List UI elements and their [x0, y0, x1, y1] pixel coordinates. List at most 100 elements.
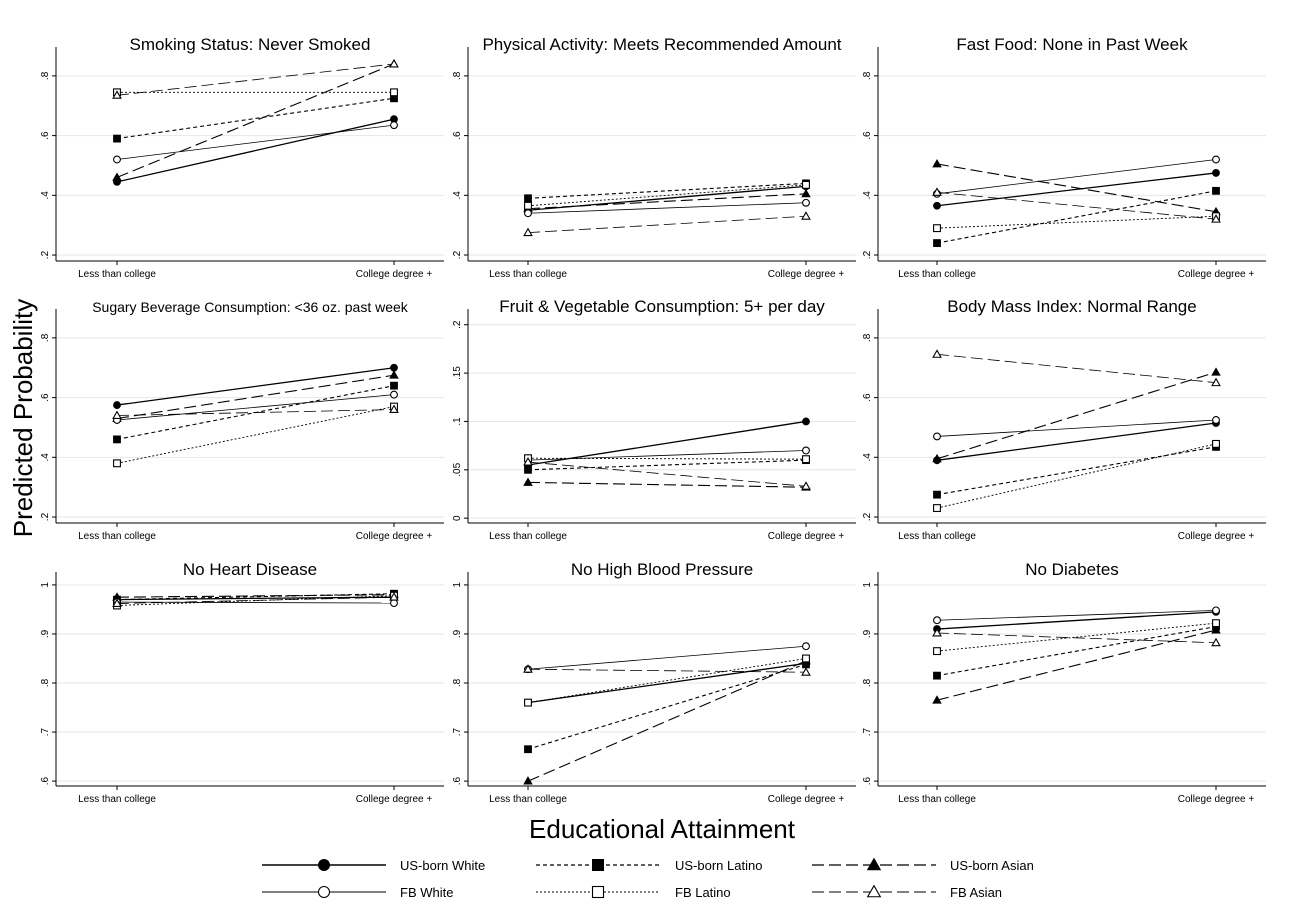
series-line-fb-asian: [936, 632, 1217, 644]
data-point-us-born-white: [933, 201, 941, 210]
data-point-fb-asian: [1211, 637, 1221, 647]
y-tick-label: .8: [862, 71, 873, 80]
legend-item-us-born-asian: US-born Asian: [812, 857, 1034, 873]
x-tick-label: Less than college: [78, 531, 156, 542]
panel-title: Body Mass Index: Normal Range: [947, 297, 1196, 316]
series-line-us-born-asian: [936, 629, 1217, 701]
x-axis-title: Educational Attainment: [529, 814, 796, 844]
data-point-fb-asian: [801, 667, 811, 676]
data-point-fb-white: [390, 390, 398, 399]
series-line-fb-asian: [936, 191, 1217, 220]
data-point-fb-white: [1212, 416, 1220, 424]
x-tick-label: Less than college: [78, 269, 156, 280]
data-point-fb-asian: [1211, 377, 1221, 387]
y-tick-label: .2: [452, 250, 463, 259]
y-tick-label: .4: [40, 453, 51, 462]
data-point-us-born-asian: [932, 159, 942, 168]
series-line-us-born-white: [116, 596, 395, 601]
legend-label: US-born White: [400, 858, 485, 873]
panel-no-heart-disease: No Heart Disease .6 .7 .8 .9 1 Less than colle…: [40, 560, 444, 805]
series-line-us-born-asian: [527, 481, 807, 488]
y-tick-label: .9: [862, 629, 873, 638]
y-tick-label: .4: [862, 453, 873, 462]
y-tick-label: .05: [452, 462, 463, 476]
data-point-us-born-asian: [932, 453, 942, 463]
y-tick-label: .6: [452, 776, 463, 785]
y-tick-label: .8: [452, 71, 463, 80]
series-line-us-born-latino: [527, 182, 807, 199]
y-tick-label: .6: [40, 776, 51, 785]
legend-item-us-born-white: US-born White: [262, 858, 485, 873]
series-line-fb-latino: [936, 215, 1217, 229]
x-tick-label: College degree +: [1178, 531, 1255, 542]
panel-title: No High Blood Pressure: [571, 560, 753, 579]
series-line-fb-asian: [936, 353, 1217, 384]
legend-item-us-born-latino: US-born Latino: [536, 858, 762, 873]
legend-item-fb-white: FB White: [262, 885, 453, 900]
legend-marker-triangle-icon: [866, 884, 882, 898]
data-point-us-born-asian: [932, 695, 942, 704]
y-tick-label: .7: [40, 727, 51, 736]
y-tick-label: .6: [862, 131, 873, 140]
data-point-fb-latino: [933, 647, 941, 656]
data-point-fb-white: [802, 446, 810, 455]
series-line-fb-white: [936, 419, 1217, 437]
series-line-fb-white: [116, 394, 395, 421]
series-line-fb-asian: [527, 215, 807, 234]
series-line-us-born-asian: [936, 371, 1217, 460]
panel-fast-food-none-in-past-week: Fast Food: None in Past Week .2 .4 .6 .8 Less…: [862, 35, 1266, 280]
y-tick-label: .9: [452, 629, 463, 638]
panel-title: Fruit & Vegetable Consumption: 5+ per da…: [499, 297, 825, 316]
y-tick-label: .8: [40, 71, 51, 80]
y-tick-label: .1: [452, 417, 463, 426]
data-point-us-born-asian: [523, 477, 533, 486]
data-point-fb-white: [524, 209, 532, 218]
data-point-us-born-latino: [113, 134, 121, 143]
x-tick-label: Less than college: [489, 269, 567, 280]
data-point-fb-asian: [932, 349, 942, 358]
x-tick-label: College degree +: [356, 531, 433, 542]
y-tick-label: .6: [40, 131, 51, 140]
data-point-fb-white: [802, 642, 810, 651]
y-tick-label: 0: [452, 515, 463, 521]
panel-grid: Smoking Status: Never Smoked .2 .4 .6 .8 Less…: [40, 35, 1266, 805]
legend-label: FB Asian: [950, 885, 1002, 900]
y-tick-label: .8: [862, 333, 873, 342]
series-line-fb-white: [527, 645, 807, 670]
legend-marker-circle-icon: [318, 859, 330, 871]
series-line-fb-latino: [936, 622, 1217, 652]
data-point-us-born-asian: [523, 776, 533, 785]
legend-label: FB White: [400, 885, 453, 900]
data-point-fb-asian: [389, 58, 399, 68]
data-point-fb-latino: [1212, 439, 1220, 448]
data-point-fb-white: [390, 121, 398, 130]
y-tick-label: .2: [40, 512, 51, 521]
data-point-us-born-latino: [933, 239, 941, 247]
y-tick-label: .6: [452, 131, 463, 140]
data-point-fb-asian: [112, 598, 122, 608]
series-line-fb-white: [116, 601, 395, 604]
data-point-us-born-asian: [389, 370, 399, 379]
data-point-fb-latino: [1212, 619, 1220, 628]
series-line-us-born-latino: [936, 446, 1217, 496]
y-tick-label: 1: [452, 582, 463, 588]
series-line-us-born-asian: [527, 193, 807, 210]
legend-item-fb-latino: FB Latino: [536, 885, 731, 900]
data-point-fb-asian: [932, 627, 942, 637]
data-point-us-born-latino: [113, 435, 121, 444]
panel-physical-activity-meets-recommended-amount: Physical Activity: Meets Recommended Amo…: [452, 35, 856, 280]
x-tick-label: Less than college: [489, 794, 567, 805]
y-tick-label: 1: [40, 582, 51, 588]
x-tick-label: College degree +: [768, 531, 845, 542]
data-point-fb-latino: [524, 698, 532, 707]
series-line-us-born-white: [527, 185, 807, 211]
y-tick-label: .6: [40, 393, 51, 402]
data-point-us-born-white: [802, 417, 810, 426]
panel-title: No Diabetes: [1025, 560, 1119, 579]
y-tick-label: .6: [862, 776, 873, 785]
y-tick-label: .7: [862, 727, 873, 736]
data-point-us-born-latino: [524, 745, 532, 754]
y-tick-label: .4: [862, 191, 873, 200]
y-tick-label: .8: [452, 678, 463, 687]
